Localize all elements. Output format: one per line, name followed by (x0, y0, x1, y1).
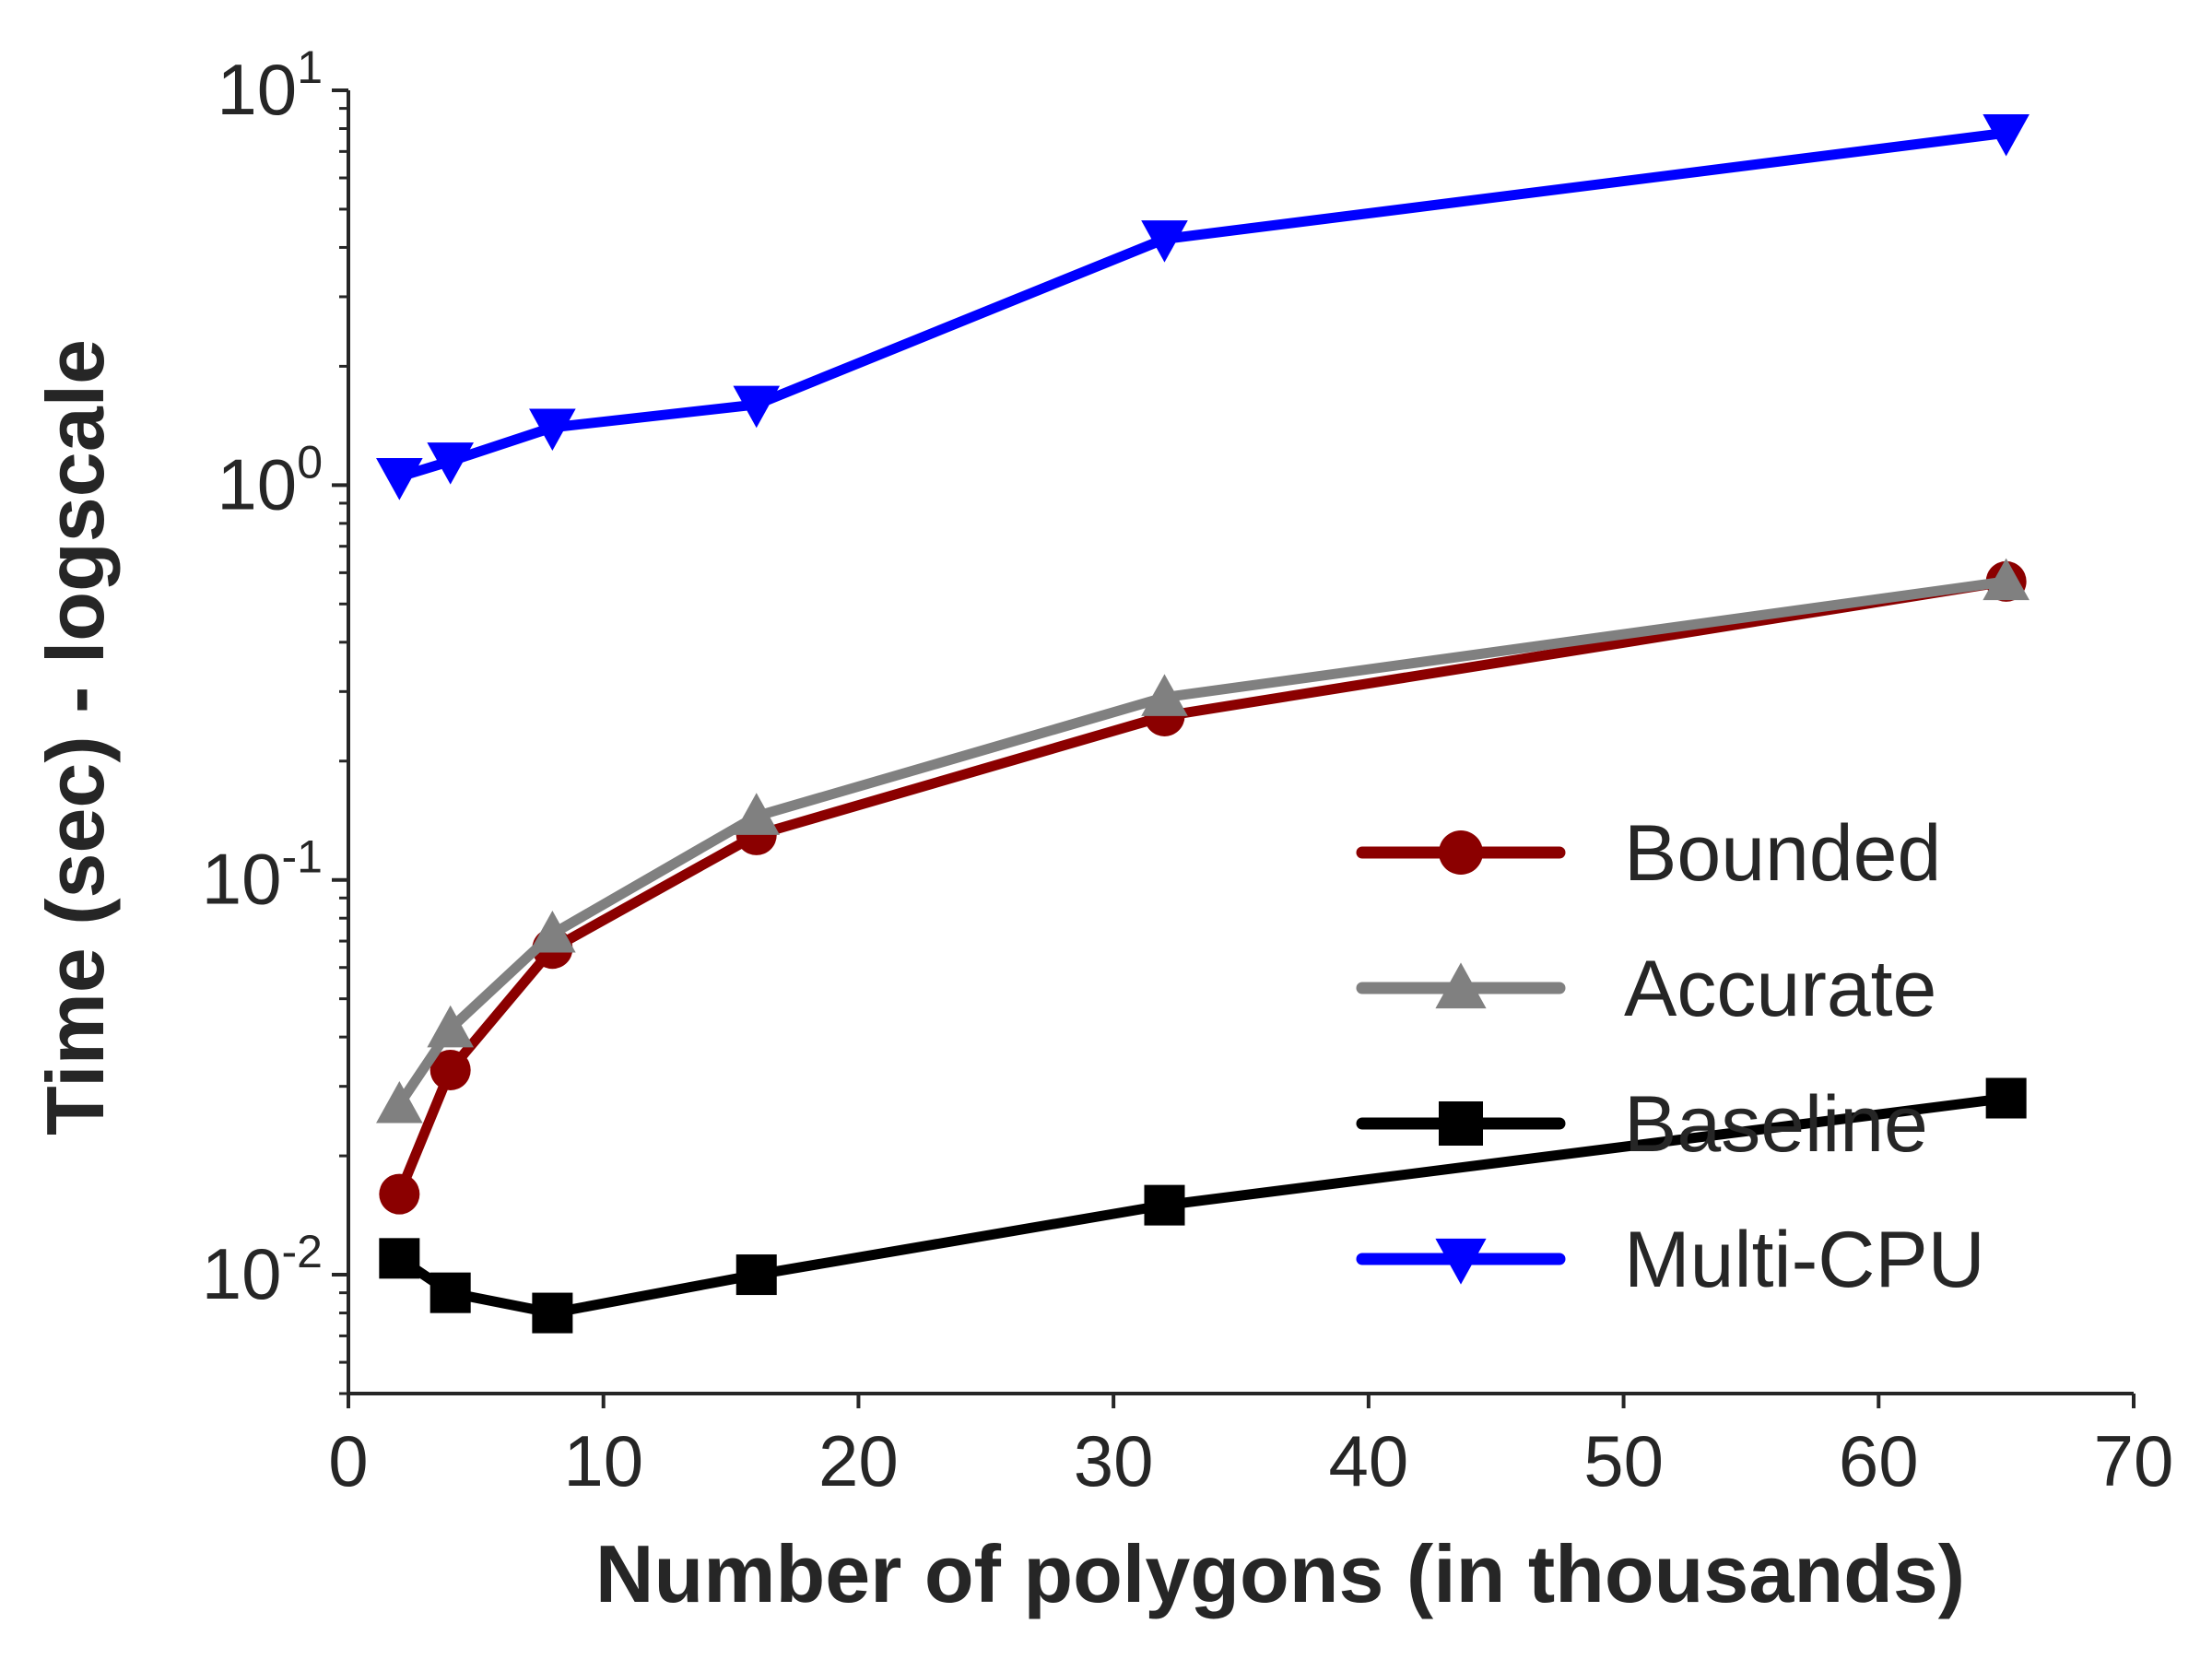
series-multi-cpu (376, 113, 2030, 500)
y-tick-label: 10-1 (202, 831, 323, 920)
x-tick-label: 50 (1583, 1420, 1664, 1501)
data-point (733, 793, 781, 835)
y-tick-label: 100 (217, 436, 323, 524)
data-point (735, 1254, 777, 1296)
data-point (1144, 1184, 1185, 1226)
x-tick-label: 30 (1074, 1420, 1154, 1501)
data-point (1439, 830, 1483, 875)
y-tick-base: 10 (202, 1233, 282, 1314)
data-point (532, 1292, 573, 1334)
data-point (429, 1049, 471, 1090)
data-point (1435, 1238, 1487, 1285)
x-tick-label: 60 (1839, 1420, 1919, 1501)
data-point (379, 1173, 420, 1215)
data-point (1141, 220, 1188, 263)
data-point (1983, 113, 2030, 157)
data-point (1141, 674, 1188, 716)
data-point (1439, 1101, 1483, 1146)
legend-label: Bounded (1624, 809, 1941, 898)
data-point (376, 1080, 423, 1124)
x-tick-label: 0 (328, 1420, 368, 1501)
data-point (376, 458, 423, 500)
y-tick-exponent: 0 (297, 436, 323, 488)
data-point (529, 408, 576, 452)
series-line (394, 576, 2012, 1200)
x-ticks: 0 10 20 30 40 50 60 70 (328, 1394, 2173, 1501)
y-tick-exponent: 1 (297, 41, 323, 93)
legend-label: Multi-CPU (1624, 1216, 1985, 1304)
legend-item: Multi-CPU (1356, 1216, 1985, 1304)
series-accurate (376, 558, 2030, 1124)
data-point (529, 910, 576, 953)
legend-label: Accurate (1624, 945, 1936, 1033)
data-point (427, 1005, 474, 1048)
legend-label: Baseline (1624, 1080, 1928, 1169)
data-point (733, 385, 781, 429)
x-tick-label: 20 (818, 1420, 899, 1501)
y-tick-base: 10 (202, 839, 282, 920)
series-line (394, 127, 2012, 482)
x-axis-title: Number of polygons (in thousands) (595, 1528, 1965, 1619)
x-tick-label: 10 (563, 1420, 643, 1501)
data-point (1983, 558, 2030, 601)
series-baseline (379, 1077, 2027, 1334)
data-point (427, 442, 474, 485)
legend: Bounded Accurate Baseline Multi-CPU (1356, 809, 1985, 1304)
y-tick-label: 10-2 (202, 1226, 323, 1314)
y-tick-base: 10 (217, 49, 297, 130)
x-tick-label: 70 (2094, 1420, 2174, 1501)
y-axis-title: Time (sec) - logscale (29, 339, 121, 1135)
data-point (429, 1272, 471, 1313)
x-tick-label: 40 (1328, 1420, 1408, 1501)
y-tick-label: 101 (217, 41, 323, 130)
y-tick-exponent: -1 (282, 831, 323, 883)
data-point (1435, 962, 1487, 1009)
data-point (379, 1238, 420, 1279)
y-tick-base: 10 (217, 443, 297, 524)
legend-item: Accurate (1356, 945, 1936, 1033)
y-tick-exponent: -2 (282, 1226, 323, 1277)
legend-item: Baseline (1356, 1080, 1928, 1169)
series-layer (376, 113, 2030, 1334)
data-point (1985, 1077, 2027, 1119)
legend-item: Bounded (1356, 809, 1941, 898)
